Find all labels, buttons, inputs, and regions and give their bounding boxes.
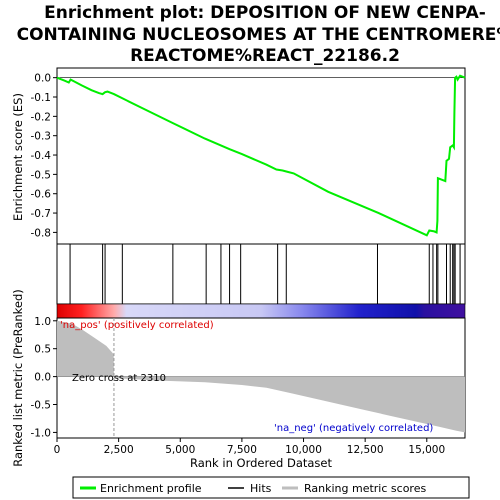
- ranking-y-tick-label: -1.0: [31, 427, 52, 439]
- chart-title-line-3: REACTOME%REACT_22186.2: [130, 46, 400, 66]
- es-y-tick-label: -0.6: [31, 189, 52, 201]
- chart-title-line-2: CONTAINING NUCLEOSOMES AT THE CENTROMERE…: [17, 25, 500, 45]
- pos-correlation-label: 'na_pos' (positively correlated): [60, 320, 214, 331]
- es-y-tick-label: -0.5: [31, 169, 52, 181]
- ranking-y-tick-label: 0.0: [34, 372, 51, 384]
- es-y-tick-label: -0.8: [31, 227, 52, 239]
- es-y-tick-label: -0.3: [31, 131, 52, 143]
- es-y-tick-label: -0.4: [31, 150, 52, 162]
- es-y-tick-label: -0.1: [31, 92, 52, 104]
- zero-cross-label: Zero cross at 2310: [72, 373, 166, 384]
- es-panel: 0.0 -0.1 -0.2 -0.3 -0.4 -0.5 -0.6 -0.7 -0.8 Enri…: [11, 67, 466, 245]
- x-axis-label: Rank in Ordered Dataset: [190, 456, 333, 470]
- ranking-y-tick-label: -0.5: [31, 400, 52, 412]
- x-tick-label: 7,500: [227, 444, 257, 456]
- es-y-tick-label: 0.0: [34, 73, 51, 85]
- ranking-panel: 1.0 0.5 0.0 -0.5 -1.0 'na_pos' (positively c…: [11, 289, 466, 467]
- chart-title-line-1: Enrichment plot: DEPOSITION OF NEW CENPA…: [44, 3, 486, 23]
- es-y-tick-label: -0.2: [31, 111, 52, 123]
- x-tick-label: 0: [54, 444, 61, 456]
- x-tick-label: 12,500: [347, 444, 384, 456]
- x-tick-label: 2,500: [104, 444, 134, 456]
- ranking-y-tick-label: 1.0: [34, 316, 51, 328]
- es-panel-frame: [56, 67, 466, 245]
- ranking-y-axis-label: Ranked list metric (PreRanked): [11, 289, 25, 467]
- x-tick-label: 15,000: [408, 444, 445, 456]
- ranking-metric-area: [57, 320, 465, 433]
- legend-ranking-label: Ranking metric scores: [304, 482, 426, 495]
- es-y-axis-label: Enrichment score (ES): [11, 93, 25, 221]
- es-y-ticks: 0.0 -0.1 -0.2 -0.3 -0.4 -0.5 -0.6 -0.7 -0.8: [31, 73, 57, 239]
- legend-hits-label: Hits: [250, 482, 272, 495]
- neg-correlation-label: 'na_neg' (negatively correlated): [274, 423, 433, 434]
- ranking-y-ticks: 1.0 0.5 0.0 -0.5 -1.0: [31, 316, 57, 439]
- rank-color-band-bar: [56, 303, 466, 319]
- es-y-tick-label: -0.7: [31, 208, 52, 220]
- legend: Enrichment profile Hits Ranking metric s…: [72, 476, 470, 499]
- hit-marks: [69, 244, 461, 304]
- hits-panel: [56, 243, 466, 305]
- x-tick-label: 5,000: [165, 444, 195, 456]
- legend-box: [72, 476, 470, 499]
- hits-panel-frame: [56, 243, 466, 305]
- legend-enrichment-label: Enrichment profile: [100, 482, 202, 495]
- x-tick-label: 10,000: [285, 444, 322, 456]
- rank-color-band: [56, 303, 466, 319]
- es-profile-line: [56, 74, 466, 237]
- x-axis-ticks: 0 2,500 5,000 7,500 10,000 12,500 15,000: [54, 438, 445, 456]
- ranking-y-tick-label: 0.5: [34, 344, 51, 356]
